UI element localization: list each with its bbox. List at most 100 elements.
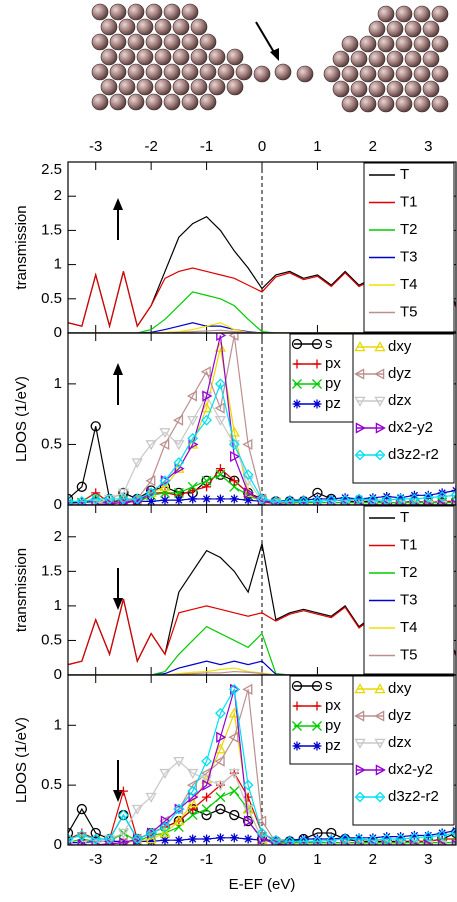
atom bbox=[368, 50, 386, 68]
marker bbox=[284, 495, 296, 505]
atom bbox=[395, 65, 413, 83]
atom bbox=[127, 93, 145, 111]
atom bbox=[154, 78, 172, 96]
atom bbox=[190, 18, 208, 36]
series-line bbox=[68, 689, 456, 845]
series-line bbox=[68, 335, 456, 505]
marker bbox=[229, 809, 240, 821]
marker bbox=[90, 493, 102, 505]
marker bbox=[201, 809, 212, 821]
marker bbox=[215, 469, 226, 480]
marker bbox=[216, 731, 227, 743]
atom bbox=[199, 93, 217, 111]
atom bbox=[413, 35, 431, 53]
atom bbox=[136, 78, 154, 96]
marker bbox=[202, 494, 212, 504]
atom bbox=[91, 93, 109, 111]
marker bbox=[174, 835, 184, 845]
marker bbox=[117, 488, 130, 499]
atom bbox=[190, 48, 208, 66]
atom bbox=[181, 33, 199, 51]
marker bbox=[76, 830, 88, 841]
marker bbox=[186, 390, 197, 402]
atom bbox=[341, 65, 359, 83]
marker bbox=[395, 833, 406, 845]
marker bbox=[117, 828, 130, 839]
atom bbox=[109, 63, 127, 81]
y-tick-label: 1.5 bbox=[41, 562, 62, 579]
marker bbox=[354, 368, 365, 380]
marker bbox=[159, 428, 171, 439]
pointer-arrow bbox=[255, 21, 279, 61]
y-tick-label: 0.5 bbox=[41, 776, 62, 793]
marker bbox=[215, 378, 226, 390]
atom bbox=[172, 48, 190, 66]
marker bbox=[450, 827, 456, 839]
atom bbox=[422, 50, 440, 68]
marker bbox=[409, 493, 420, 505]
legend-label: T bbox=[400, 509, 409, 526]
marker bbox=[339, 500, 351, 505]
atom bbox=[109, 3, 127, 21]
marker bbox=[374, 368, 385, 380]
marker bbox=[160, 495, 170, 505]
atom bbox=[172, 18, 190, 36]
marker bbox=[187, 797, 199, 808]
legend-label: px bbox=[325, 355, 341, 372]
marker bbox=[145, 475, 156, 487]
spin-arrows bbox=[113, 198, 123, 802]
atom bbox=[296, 65, 314, 83]
atom bbox=[386, 20, 404, 38]
y-tick-label: 0 bbox=[54, 836, 62, 853]
marker bbox=[76, 840, 88, 845]
marker bbox=[299, 839, 310, 845]
y-tick-label: 0.5 bbox=[41, 435, 62, 452]
atom bbox=[109, 93, 127, 111]
y-tick-label: 1 bbox=[54, 716, 62, 733]
marker bbox=[292, 359, 302, 369]
marker bbox=[354, 341, 366, 352]
marker bbox=[271, 838, 282, 845]
marker bbox=[91, 488, 101, 498]
marker bbox=[200, 402, 213, 413]
legend-label: T3 bbox=[400, 591, 418, 608]
atom bbox=[100, 48, 118, 66]
marker bbox=[215, 707, 226, 719]
atom bbox=[359, 35, 377, 53]
atom bbox=[341, 95, 359, 113]
y-tick-label: 1.5 bbox=[41, 221, 62, 238]
marker bbox=[145, 833, 157, 844]
marker bbox=[256, 815, 267, 827]
atom bbox=[350, 50, 368, 68]
y-axis-label: LDOS (1/eV) bbox=[13, 376, 30, 462]
marker bbox=[118, 809, 129, 821]
legend-label: T2 bbox=[400, 564, 418, 581]
marker bbox=[229, 786, 240, 797]
legend-box bbox=[289, 675, 354, 765]
marker bbox=[394, 840, 407, 845]
marker bbox=[242, 469, 254, 481]
atom bbox=[118, 18, 136, 36]
marker bbox=[355, 422, 366, 434]
marker bbox=[311, 338, 323, 350]
atom bbox=[91, 33, 109, 51]
atom bbox=[91, 63, 109, 81]
legend-label: T2 bbox=[400, 221, 418, 238]
atom bbox=[118, 78, 136, 96]
marker bbox=[215, 494, 225, 504]
panel: 0 0.5 1 1.5 2 transmission T T1 T2 T3 T4 T5 bbox=[13, 504, 457, 683]
marker bbox=[353, 840, 365, 845]
legend-label: d3z2-r2 bbox=[388, 788, 439, 805]
marker bbox=[313, 499, 324, 505]
atom bbox=[323, 65, 341, 83]
y-axis-label: transmission bbox=[13, 205, 30, 289]
atom-structure bbox=[91, 3, 449, 113]
legend-label: T3 bbox=[400, 248, 418, 265]
marker bbox=[228, 768, 240, 780]
legend-label: s bbox=[325, 677, 333, 694]
atom bbox=[413, 5, 431, 23]
marker bbox=[437, 499, 448, 505]
marker bbox=[367, 840, 379, 845]
atom bbox=[109, 33, 127, 51]
